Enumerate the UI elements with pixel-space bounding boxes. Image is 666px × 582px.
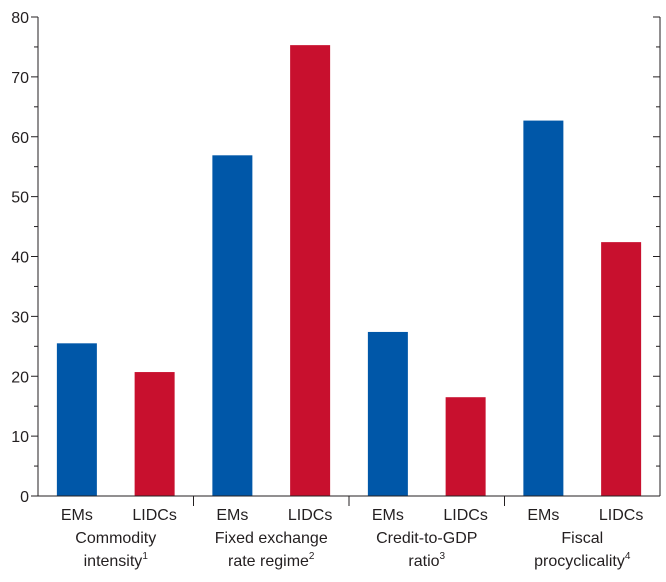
- group-label: Commodity: [75, 530, 156, 547]
- y-tick-label: 50: [11, 190, 29, 207]
- footnote-marker: 2: [309, 551, 315, 562]
- y-tick-label: 30: [11, 309, 29, 326]
- y-tick-label: 10: [11, 429, 29, 446]
- bars: [56, 45, 642, 497]
- group-label: rate regime2: [228, 551, 315, 570]
- group-label: Credit-to-GDP: [376, 530, 477, 547]
- bar-ems: [523, 120, 564, 497]
- footnote-marker: 4: [625, 551, 631, 562]
- bar-ems: [367, 331, 408, 496]
- group-label: intensity1: [84, 551, 149, 570]
- category-label: EMs: [372, 507, 404, 524]
- footnote-marker: 1: [142, 551, 148, 562]
- bar-lidcs: [290, 45, 331, 497]
- bar-ems: [56, 343, 97, 496]
- category-label: LIDCs: [443, 507, 487, 524]
- category-label: EMs: [61, 507, 93, 524]
- y-tick-label: 0: [20, 489, 29, 506]
- y-tick-label: 20: [11, 369, 29, 386]
- y-axis: 0 10 20 30 40 50 60 70 80: [11, 10, 39, 506]
- bar-ems: [212, 155, 253, 496]
- category-label: LIDCs: [132, 507, 176, 524]
- group-label: ratio3: [408, 551, 445, 570]
- y-tick-label: 60: [11, 130, 29, 147]
- bar-lidcs: [134, 372, 175, 496]
- y-tick-label: 40: [11, 250, 29, 267]
- bar-lidcs: [601, 242, 642, 496]
- category-label: LIDCs: [288, 507, 332, 524]
- right-axis: [653, 16, 661, 497]
- category-label: EMs: [216, 507, 248, 524]
- x-axis: EMs LIDCs Commodity intensity1 EMs LIDCs Fixed…: [38, 495, 660, 570]
- group-label: Fixed exchange: [215, 530, 328, 547]
- bar-lidcs: [445, 397, 486, 496]
- category-label: EMs: [527, 507, 559, 524]
- y-tick-label: 80: [11, 10, 29, 27]
- category-label: LIDCs: [599, 507, 643, 524]
- footnote-marker: 3: [440, 551, 446, 562]
- group-label: procyclicality4: [534, 551, 631, 570]
- group-label: Fiscal: [561, 530, 603, 547]
- y-tick-label: 70: [11, 70, 29, 87]
